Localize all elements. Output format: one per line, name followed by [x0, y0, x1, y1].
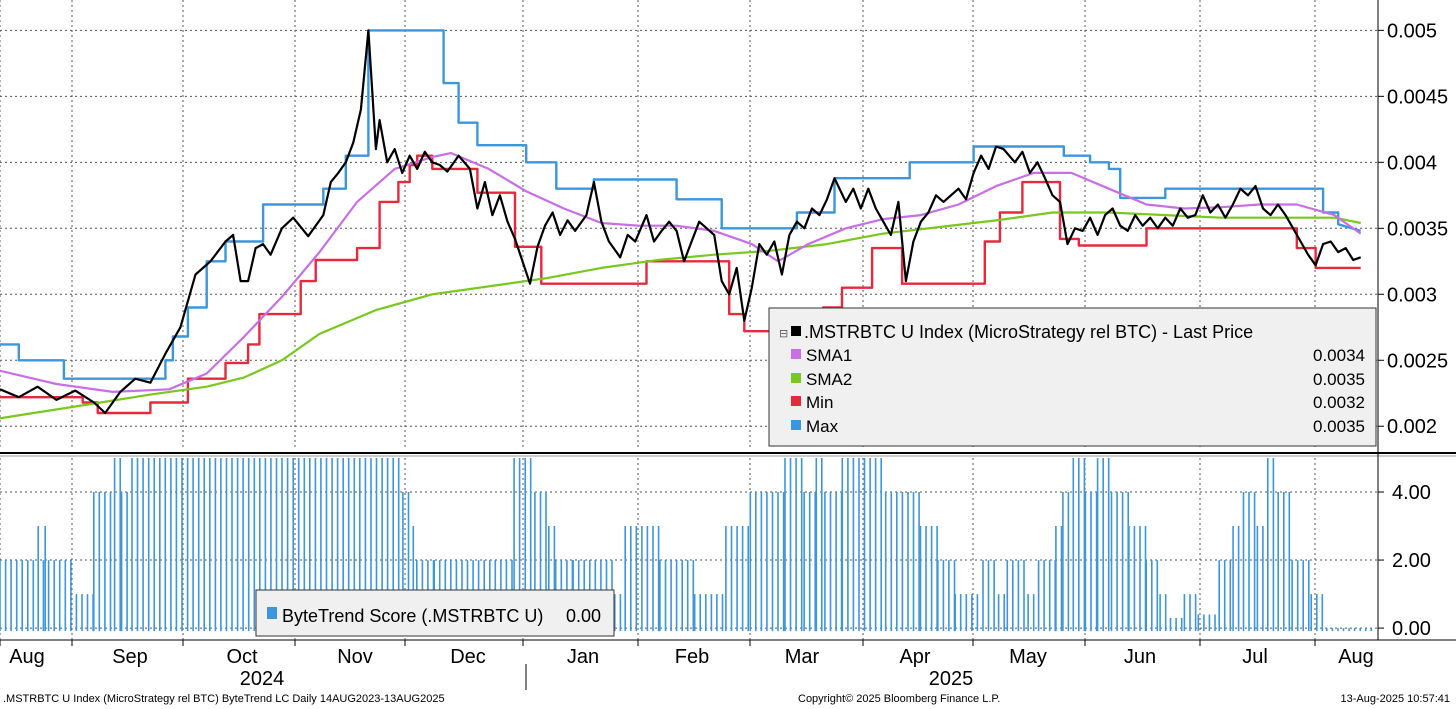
score-legend-box — [255, 589, 615, 637]
ytick-label-upper-0: 0.005 — [1387, 20, 1437, 42]
month-label-9: May — [1009, 646, 1047, 668]
month-label-10: Jun — [1124, 646, 1156, 668]
year-label-2025: 2025 — [929, 668, 974, 690]
month-label-6: Feb — [675, 646, 709, 668]
legend-label-score: ByteTrend Score (.MSTRBTC U) — [282, 606, 543, 626]
legend-value-sma1: 0.0034 — [1313, 346, 1365, 365]
series-line-last-price — [0, 29, 1362, 415]
ytick-label-upper-3: 0.0035 — [1387, 218, 1448, 240]
footer-timestamp: 13-Aug-2025 10:57:41 — [1340, 693, 1450, 705]
series-line-min — [0, 154, 1361, 415]
legend-swatch-score — [267, 607, 277, 619]
month-label-8: Apr — [899, 646, 930, 668]
price-line-series — [0, 29, 1362, 420]
legend-swatch-max — [791, 420, 801, 430]
legend-swatch-min — [791, 396, 801, 406]
price-legend-box — [768, 307, 1377, 447]
legend-label-sma2: SMA2 — [806, 370, 852, 389]
lower-panel-grid — [0, 458, 1378, 640]
ytick-label-upper-1: 0.0045 — [1387, 86, 1448, 108]
month-label-7: Mar — [785, 646, 820, 668]
legend-value-max: 0.0035 — [1313, 417, 1365, 436]
year-label-2024: 2024 — [240, 668, 285, 690]
bytetrend-score-bars — [0, 458, 1373, 632]
price-axis-ticks: 0.005 0.0045 0.004 0.0035 0.003 0.0025 0.002 — [1378, 20, 1448, 438]
month-label-11: Jul — [1242, 646, 1268, 668]
time-axis: Aug Sep Oct Nov Dec Jan Feb Mar Apr May Jun Jul Aug — [0, 640, 1374, 668]
footer-copyright: Copyright© 2025 Bloomberg Finance L.P. — [798, 693, 1001, 705]
month-label-3: Nov — [337, 646, 373, 668]
legend-collapse-icon[interactable]: ⊟ — [779, 328, 788, 340]
legend-swatch-last-price — [791, 326, 801, 336]
score-legend[interactable]: ByteTrend Score (.MSTRBTC U) 0.00 — [255, 589, 615, 637]
score-axis-ticks: 4.00 2.00 0.00 — [1378, 482, 1431, 640]
month-label-2: Oct — [226, 646, 258, 668]
month-label-5: Jan — [567, 646, 599, 668]
series-line-max — [0, 29, 1362, 380]
legend-label-sma1: SMA1 — [806, 346, 852, 365]
legend-label-max: Max — [806, 417, 839, 436]
legend-label-min: Min — [806, 393, 833, 412]
legend-swatch-sma1 — [791, 349, 801, 359]
legend-header: .MSTRBTC U Index (MicroStrategy rel BTC)… — [804, 322, 1253, 342]
month-label-1: Sep — [112, 646, 148, 668]
footer-security-description: .MSTRBTC U Index (MicroStrategy rel BTC)… — [3, 693, 445, 705]
series-line-sma1 — [0, 152, 1362, 393]
ytick-label-upper-5: 0.0025 — [1387, 350, 1448, 372]
month-label-0: Aug — [9, 646, 45, 668]
legend-value-min: 0.0032 — [1313, 393, 1365, 412]
ytick-label-upper-4: 0.003 — [1387, 284, 1437, 306]
legend-value-sma2: 0.0035 — [1313, 370, 1365, 389]
legend-value-score: 0.00 — [566, 606, 601, 626]
month-label-12: Aug — [1338, 646, 1374, 668]
ytick-label-lower-1: 2.00 — [1392, 550, 1431, 572]
ytick-label-lower-0: 4.00 — [1392, 482, 1431, 504]
month-label-4: Dec — [450, 646, 486, 668]
price-legend[interactable]: ⊟ .MSTRBTC U Index (MicroStrategy rel BT… — [768, 307, 1377, 447]
ytick-label-lower-2: 0.00 — [1392, 618, 1431, 640]
ytick-label-upper-6: 0.002 — [1387, 416, 1437, 438]
legend-swatch-sma2 — [791, 373, 801, 383]
ytick-label-upper-2: 0.004 — [1387, 152, 1437, 174]
